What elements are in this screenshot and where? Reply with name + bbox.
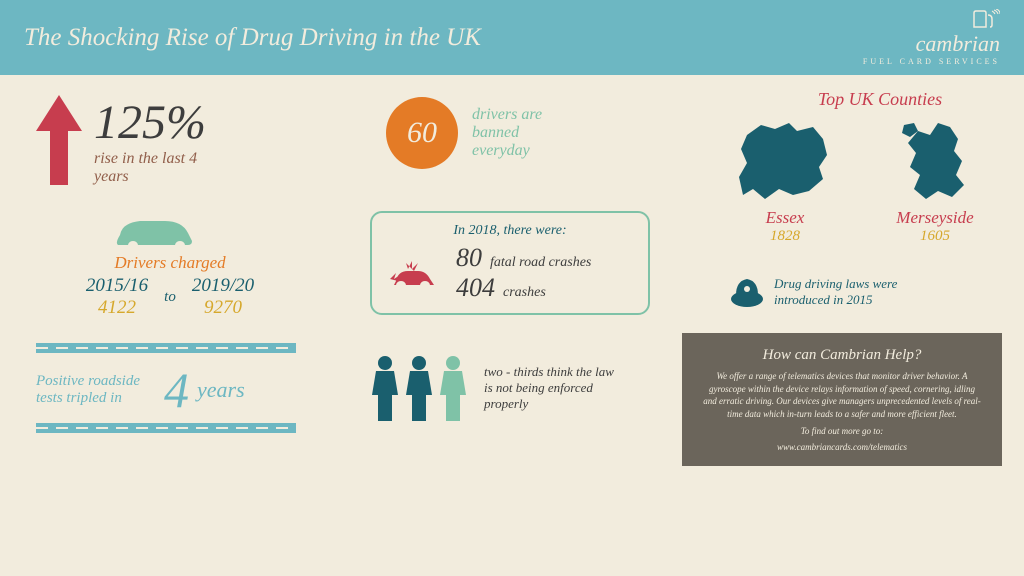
counties-header: Top UK Counties (770, 89, 990, 110)
help-box: How can Cambrian Help? We offer a range … (682, 333, 1002, 466)
tripled-big: 4 (164, 365, 189, 415)
tripled-section: Positive roadside tests tripled in 4 yea… (36, 365, 296, 415)
help-link-intro: To find out more go to: (702, 426, 982, 436)
banned-section: 60 drivers are banned everyday (386, 97, 572, 169)
county1-name: Essex (710, 208, 860, 228)
header-bar: The Shocking Rise of Drug Driving in the… (0, 0, 1024, 75)
tripled-text: Positive roadside tests tripled in (36, 373, 156, 407)
all-label: crashes (503, 285, 546, 301)
crashes-header: In 2018, there were: (388, 223, 632, 239)
help-link: www.cambriancards.com/telematics (702, 442, 982, 452)
people-icons (370, 355, 468, 421)
essex-map-icon (735, 119, 835, 203)
laws-section: Drug driving laws were introduced in 201… (730, 275, 944, 309)
help-body: We offer a range of telematics devices t… (702, 370, 982, 420)
crashes-box: In 2018, there were: 80 fatal road crash… (370, 211, 650, 315)
county-1: Essex 1828 (710, 119, 860, 245)
rise-text: rise in the last 4 years (94, 150, 204, 186)
year2-value: 9270 (192, 297, 254, 319)
road-bottom (36, 423, 296, 433)
person-icon-1 (370, 355, 400, 421)
help-title: How can Cambrian Help? (702, 347, 982, 364)
police-hat-icon (730, 275, 764, 309)
content-area: 125% rise in the last 4 years Drivers ch… (0, 75, 1024, 576)
county2-name: Merseyside (870, 208, 1000, 228)
all-num: 404 (456, 273, 495, 303)
county2-num: 1605 (870, 228, 1000, 245)
banned-text: drivers are banned everyday (472, 106, 572, 160)
circle-60: 60 (386, 97, 458, 169)
year1-value: 4122 (86, 297, 148, 319)
county-2: Merseyside 1605 (870, 119, 1000, 245)
county1-num: 1828 (710, 228, 860, 245)
logo-subtitle: FUEL CARD SERVICES (863, 57, 1000, 66)
year1-label: 2015/16 (86, 275, 148, 297)
logo: cambrian FUEL CARD SERVICES (863, 9, 1000, 66)
crash-icon (388, 251, 442, 295)
year2-label: 2019/20 (192, 275, 254, 297)
charged-section: Drivers charged 2015/16 4122 to 2019/20 … (60, 253, 280, 319)
charged-header: Drivers charged (60, 253, 280, 273)
fatal-label: fatal road crashes (490, 255, 591, 271)
arrow-up-icon (36, 95, 82, 185)
to-text: to (164, 289, 176, 306)
laws-text: Drug driving laws were introduced in 201… (774, 276, 944, 308)
fatal-num: 80 (456, 243, 482, 273)
merseyside-map-icon (898, 119, 972, 203)
tripled-years: years (197, 377, 245, 403)
logo-name: cambrian (863, 31, 1000, 57)
person-icon-2 (404, 355, 434, 421)
road-top (36, 343, 296, 353)
thirds-section: two - thirds think the law is not being … (370, 355, 614, 421)
fuel-pump-icon (970, 9, 1000, 31)
car-icon (110, 215, 195, 249)
car-icon-wrap (110, 215, 195, 254)
rise-section: 125% rise in the last 4 years (36, 95, 206, 186)
page-title: The Shocking Rise of Drug Driving in the… (24, 24, 481, 52)
person-icon-3 (438, 355, 468, 421)
thirds-text: two - thirds think the law is not being … (484, 364, 614, 412)
rise-percent: 125% (94, 95, 206, 150)
